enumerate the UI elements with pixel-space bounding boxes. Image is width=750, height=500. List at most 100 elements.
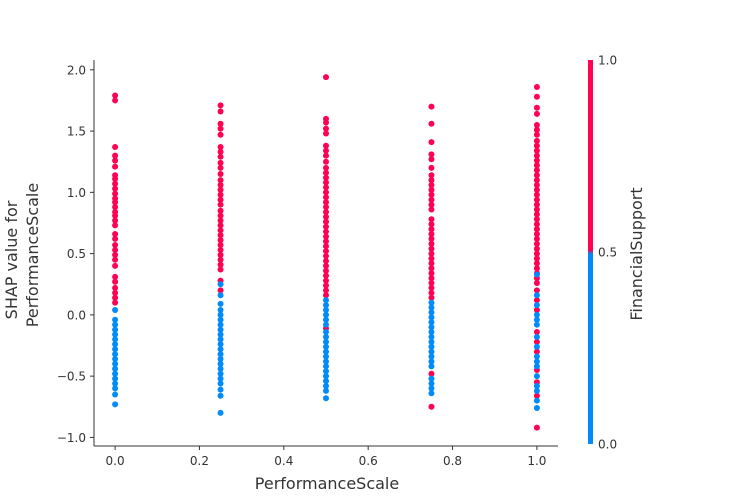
data-point: [428, 172, 435, 179]
data-point: [112, 217, 119, 224]
data-point: [112, 316, 119, 323]
data-point: [217, 266, 224, 273]
data-point: [323, 125, 329, 132]
data-point: [323, 378, 329, 385]
data-point: [323, 253, 329, 260]
data-point: [323, 169, 329, 176]
data-point: [323, 74, 329, 81]
data-point: [533, 181, 540, 188]
data-point: [428, 221, 435, 228]
data-point: [428, 294, 435, 301]
data-point: [323, 321, 329, 328]
data-point: [217, 102, 224, 109]
data-point: [533, 157, 540, 164]
data-point: [428, 255, 435, 262]
data-point: [112, 401, 119, 408]
data-point: [533, 245, 540, 252]
data-point: [217, 370, 224, 377]
data-point: [533, 297, 540, 304]
data-point: [533, 147, 540, 154]
data-point: [533, 104, 540, 111]
data-point: [428, 324, 435, 331]
data-point: [217, 356, 224, 362]
data-point: [112, 175, 119, 182]
data-point: [533, 343, 540, 350]
data-point: [533, 167, 540, 174]
data-point: [533, 405, 540, 412]
data-point: [323, 395, 329, 402]
data-point: [323, 184, 329, 191]
data-point: [112, 278, 119, 285]
data-point: [112, 299, 119, 306]
data-point: [112, 356, 119, 362]
data-point: [533, 321, 540, 328]
data-point: [428, 245, 435, 252]
data-point: [533, 265, 540, 272]
data-point: [217, 409, 224, 416]
data-point: [533, 131, 540, 138]
colorbar-tick-label: 0.5: [598, 246, 617, 260]
data-point: [323, 311, 329, 318]
data-point: [112, 204, 119, 211]
data-point: [217, 321, 224, 328]
data-point: [112, 251, 119, 258]
colorbar-tick-label: 0.0: [598, 438, 617, 452]
data-point: [217, 207, 224, 214]
data-point: [323, 382, 329, 389]
data-point: [112, 144, 119, 150]
data-point: [323, 204, 329, 211]
data-point: [428, 343, 435, 350]
data-point: [323, 228, 329, 235]
data-point: [112, 289, 119, 296]
data-point: [217, 191, 224, 198]
x-axis-label: PerformanceScale: [255, 474, 399, 493]
colorbar: [588, 60, 593, 444]
data-point: [112, 346, 119, 353]
data-point: [217, 336, 224, 343]
data-point: [533, 392, 540, 399]
data-point: [112, 273, 119, 280]
data-point: [217, 177, 224, 184]
data-point: [323, 142, 329, 149]
data-point: [323, 353, 329, 360]
data-point: [428, 338, 435, 345]
data-point: [217, 256, 224, 263]
data-point: [428, 348, 435, 355]
data-point: [428, 139, 435, 146]
data-point: [533, 424, 540, 431]
data-point: [112, 92, 119, 99]
data-point: [533, 302, 540, 309]
data-point: [217, 217, 224, 224]
data-point: [428, 289, 435, 296]
data-point: [323, 189, 329, 196]
data-point: [533, 260, 540, 267]
data-point: [428, 385, 435, 392]
data-point: [533, 126, 540, 133]
data-point: [323, 243, 329, 250]
data-point: [323, 199, 329, 206]
colorbar-tick-label: 1.0: [598, 54, 617, 68]
data-point: [217, 331, 224, 338]
data-point: [428, 265, 435, 272]
x-tick-label: 1.0: [527, 454, 546, 468]
data-point: [112, 336, 119, 343]
data-point: [533, 83, 540, 90]
data-point: [323, 130, 329, 137]
data-point: [428, 216, 435, 223]
data-point: [112, 294, 119, 301]
data-point: [428, 206, 435, 213]
data-point: [428, 181, 435, 188]
data-point: [112, 163, 119, 170]
data-point: [112, 341, 119, 348]
data-point: [217, 186, 224, 193]
data-point: [428, 314, 435, 321]
data-point: [112, 246, 119, 253]
data-point: [428, 333, 435, 340]
data-point: [112, 199, 119, 206]
data-point: [112, 212, 119, 219]
data-point: [112, 391, 119, 398]
data-point: [323, 174, 329, 181]
data-point: [217, 153, 224, 160]
data-point: [217, 181, 224, 188]
data-point: [217, 365, 224, 372]
